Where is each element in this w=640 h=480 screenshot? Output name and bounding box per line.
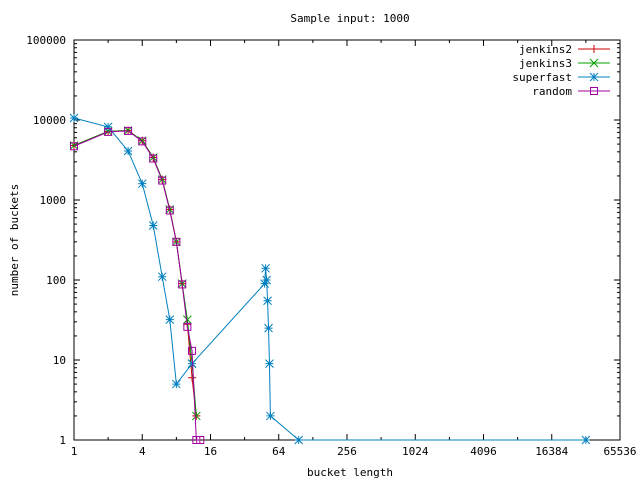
x-tick-label: 65536 <box>603 445 636 458</box>
data-point-random <box>104 127 113 136</box>
data-point-superfast <box>165 315 175 324</box>
legend-marker <box>589 58 599 68</box>
data-point-superfast <box>123 146 133 156</box>
data-point-superfast <box>294 435 304 445</box>
data-point-superfast <box>263 296 272 306</box>
x-tick-label: 64 <box>272 445 286 458</box>
data-point-jenkins3 <box>191 411 201 421</box>
legend-item-superfast: superfast <box>512 71 610 84</box>
x-tick-label: 4 <box>139 445 146 458</box>
series-superfast <box>69 113 591 445</box>
legend-item-jenkins3: jenkins3 <box>519 57 610 70</box>
x-tick-label: 1 <box>71 445 78 458</box>
y-tick-label: 1 <box>59 434 66 447</box>
data-point-superfast <box>148 221 158 230</box>
data-point-random <box>124 126 133 135</box>
y-tick-label: 100000 <box>26 34 66 47</box>
data-point-jenkins2 <box>188 373 197 382</box>
y-tick-label: 1000 <box>40 194 67 207</box>
series-layer <box>69 113 591 445</box>
x-axis-label: bucket length <box>307 466 393 479</box>
data-point-superfast <box>265 359 274 369</box>
data-point-random <box>70 142 78 151</box>
data-point-random <box>196 436 205 444</box>
data-point-superfast <box>261 263 270 273</box>
y-tick-label: 10 <box>53 354 66 367</box>
y-axis-label: number of buckets <box>8 184 21 297</box>
legend-marker <box>590 87 598 95</box>
data-point-superfast <box>157 272 167 282</box>
data-point-superfast <box>260 279 269 289</box>
x-axis: 1 4 16 64 256 1024 4096 16384 65536 <box>71 40 637 458</box>
legend-label: superfast <box>512 71 572 84</box>
data-point-random <box>138 137 147 146</box>
series-line-random <box>73 130 201 441</box>
legend-marker <box>590 45 598 53</box>
x-tick-label: 256 <box>337 445 357 458</box>
legend-label: random <box>532 85 572 98</box>
chart-title: Sample input: 1000 <box>290 12 409 25</box>
x-tick-label: 16 <box>204 445 217 458</box>
legend-label: jenkins2 <box>519 43 572 56</box>
data-point-random <box>172 237 181 246</box>
legend-marker <box>589 72 599 82</box>
y-tick-label: 100 <box>46 274 66 287</box>
data-point-superfast <box>264 323 273 333</box>
series-random <box>70 126 205 444</box>
series-line-superfast <box>73 117 586 441</box>
legend-item-random: random <box>532 85 610 98</box>
legend-label: jenkins3 <box>519 57 572 70</box>
data-point-jenkins3 <box>183 315 192 324</box>
data-point-random <box>149 154 158 163</box>
data-point-random <box>158 176 167 185</box>
data-point-random <box>178 280 187 289</box>
x-tick-label: 1024 <box>402 445 429 458</box>
data-point-superfast <box>581 435 591 445</box>
data-point-random <box>183 322 192 331</box>
x-tick-label: 4096 <box>470 445 497 458</box>
data-point-random <box>165 206 174 215</box>
y-tick-label: 10000 <box>33 114 66 127</box>
data-point-superfast <box>172 379 181 389</box>
data-point-superfast <box>187 359 197 369</box>
data-point-superfast <box>103 122 113 132</box>
data-point-superfast <box>266 411 275 421</box>
data-point-superfast <box>137 179 147 189</box>
x-tick-label: 16384 <box>535 445 568 458</box>
y-axis: 1 10 100 1000 10000 100000 <box>26 34 620 447</box>
data-point-superfast <box>262 275 271 285</box>
legend-item-jenkins2: jenkins2 <box>519 43 610 56</box>
data-point-random <box>188 346 197 355</box>
data-point-superfast <box>69 113 79 123</box>
